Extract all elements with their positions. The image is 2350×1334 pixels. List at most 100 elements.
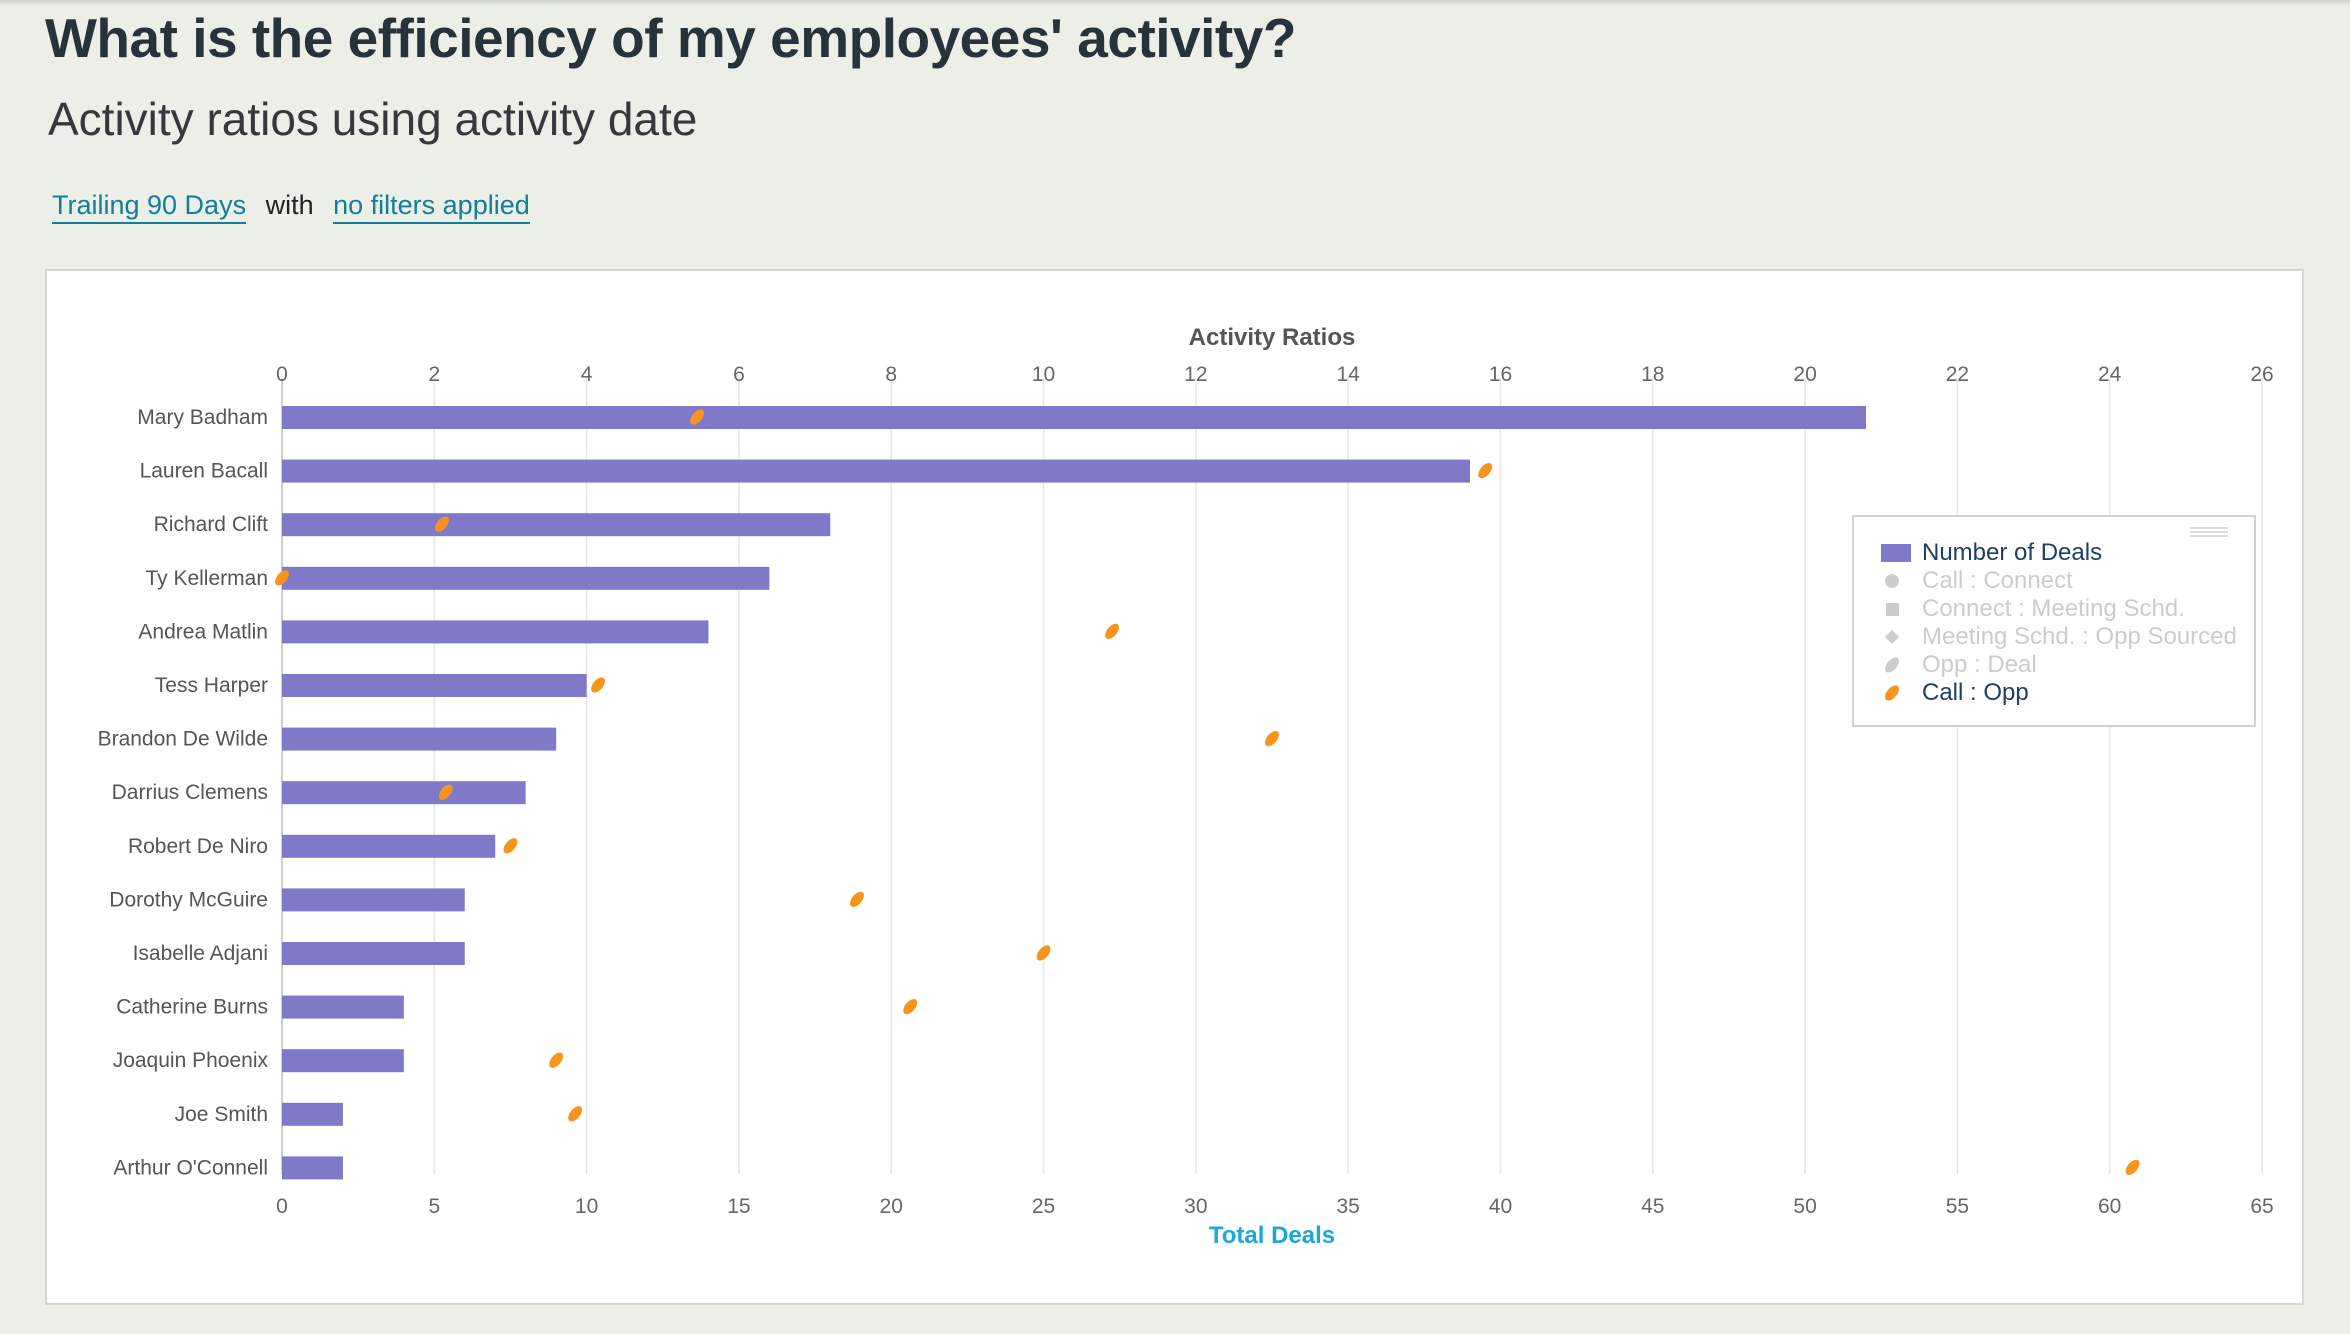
legend-item[interactable]: Connect : Meeting Schd.	[1880, 595, 2185, 623]
deal-count-bar	[282, 620, 709, 644]
bottom-axis-tick-label: 50	[1793, 1195, 1816, 1218]
bottom-axis-tick-label: 25	[1032, 1195, 1055, 1218]
deal-count-bar	[282, 781, 526, 805]
top-axis-title: Activity Ratios	[1189, 324, 1356, 351]
top-axis-tick-label: 8	[885, 363, 897, 386]
top-axis-tick-label: 22	[1946, 363, 1969, 386]
bottom-axis-tick-label: 0	[276, 1195, 288, 1218]
bottom-axis-tick-label: 45	[1641, 1195, 1664, 1218]
diamond-marker-icon	[1880, 626, 1912, 648]
bottom-axis-tick-label: 5	[428, 1195, 440, 1218]
deal-count-bar	[282, 1102, 343, 1126]
bottom-axis-title: Total Deals	[1209, 1222, 1335, 1249]
call-opp-marker	[438, 784, 453, 800]
leaf-marker-icon	[1880, 682, 1912, 704]
bottom-axis-tick-label: 20	[880, 1195, 903, 1218]
legend-drag-handle[interactable]	[2190, 527, 2228, 537]
category-label: Arthur O'Connell	[113, 1156, 268, 1179]
call-opp-marker	[275, 570, 289, 586]
category-label: Darrius Clemens	[112, 781, 268, 804]
category-label: Catherine Burns	[116, 996, 268, 1019]
legend-label: Call : Connect	[1922, 567, 2073, 594]
deal-count-bar	[282, 888, 465, 912]
deal-count-bar	[282, 995, 404, 1019]
call-opp-marker	[903, 998, 918, 1015]
category-label: Dorothy McGuire	[109, 888, 268, 911]
top-axis-tick-label: 10	[1032, 363, 1055, 386]
call-opp-marker	[1265, 730, 1279, 747]
category-label: Isabelle Adjani	[133, 942, 268, 965]
page-subtitle: Activity ratios using activity date	[48, 93, 698, 145]
call-opp-marker	[434, 516, 449, 532]
deal-count-bar	[282, 566, 770, 590]
chart-panel: Activity Ratios 0 2 4 6 8 10 12 14 16 18 20 22 24 26 0 5…	[45, 269, 2304, 1305]
deal-count-bar	[282, 513, 831, 537]
bottom-axis-tick-label: 55	[1946, 1195, 1969, 1218]
top-axis-tick-label: 18	[1641, 363, 1664, 386]
legend-label: Opp : Deal	[1922, 651, 2037, 678]
top-axis-tick-label: 14	[1336, 363, 1360, 386]
chart-legend: Number of Deals Call : Connect Connect : M…	[1852, 515, 2256, 727]
top-axis-tick-label: 2	[428, 363, 440, 386]
circle-marker-icon	[1880, 570, 1912, 592]
category-label: Robert De Niro	[128, 835, 268, 858]
category-label: Lauren Bacall	[140, 460, 268, 483]
category-label: Richard Clift	[154, 513, 269, 536]
call-opp-marker	[690, 409, 704, 425]
deal-count-bar	[282, 1156, 343, 1180]
category-label: Joaquin Phoenix	[113, 1049, 269, 1072]
bottom-axis-tick-label: 40	[1489, 1195, 1512, 1218]
category-label: Tess Harper	[155, 674, 268, 697]
bar-swatch-icon	[1880, 542, 1912, 564]
page-title: What is the efficiency of my employees' …	[45, 7, 1296, 69]
deal-count-bar	[282, 406, 1866, 429]
top-axis-tick-label: 26	[2250, 363, 2273, 386]
call-opp-marker	[1478, 462, 1493, 479]
top-axis-tick-label: 20	[1793, 363, 1816, 386]
deal-count-bar	[282, 727, 557, 751]
top-axis-tick-label: 0	[276, 363, 288, 386]
bottom-axis-tick-label: 60	[2098, 1195, 2121, 1218]
legend-item[interactable]: Number of Deals	[1880, 539, 2102, 567]
filter-summary: Trailing 90 Days with no filters applied	[52, 190, 530, 224]
leaf-marker-icon	[1880, 654, 1912, 676]
bottom-axis-tick-label: 30	[1184, 1195, 1207, 1218]
top-axis-tick-label: 24	[2098, 363, 2122, 386]
bottom-axis-tick-label: 65	[2250, 1195, 2273, 1218]
bottom-axis-tick-label: 35	[1336, 1195, 1359, 1218]
deal-count-bar	[282, 1049, 404, 1073]
bottom-axis-tick-label: 10	[575, 1195, 598, 1218]
legend-item[interactable]: Call : Connect	[1880, 567, 2073, 595]
category-label: Brandon De Wilde	[98, 728, 268, 751]
square-marker-icon	[1880, 598, 1912, 620]
legend-item[interactable]: Call : Opp	[1880, 679, 2029, 707]
deal-count-bar	[282, 942, 465, 965]
call-opp-marker	[568, 1106, 583, 1122]
filter-connector: with	[265, 190, 314, 220]
date-range-link[interactable]: Trailing 90 Days	[52, 190, 247, 224]
call-opp-marker	[503, 838, 518, 854]
call-opp-marker	[1105, 623, 1120, 640]
legend-label: Number of Deals	[1922, 539, 2103, 566]
legend-item[interactable]: Meeting Schd. : Opp Sourced	[1880, 623, 2237, 651]
legend-label: Call : Opp	[1922, 679, 2029, 706]
filters-link[interactable]: no filters applied	[333, 190, 530, 224]
call-opp-marker	[2125, 1159, 2140, 1176]
deal-count-bar	[282, 834, 496, 858]
call-opp-marker	[549, 1052, 564, 1068]
category-label: Mary Badham	[137, 406, 268, 429]
legend-label: Connect : Meeting Schd.	[1922, 595, 2185, 622]
category-label: Andrea Matlin	[138, 620, 268, 643]
top-axis-tick-label: 6	[733, 363, 745, 386]
legend-item[interactable]: Opp : Deal	[1880, 651, 2037, 679]
deal-count-bar	[282, 674, 587, 697]
top-shadow	[0, 0, 2350, 6]
deal-count-bar	[282, 459, 1470, 483]
call-opp-marker	[591, 677, 605, 693]
top-axis-tick-label: 12	[1184, 363, 1207, 386]
call-opp-marker	[1036, 945, 1051, 961]
category-label: Ty Kellerman	[145, 567, 268, 590]
top-axis-tick-label: 4	[581, 363, 593, 386]
bottom-axis-tick-label: 15	[727, 1195, 750, 1218]
